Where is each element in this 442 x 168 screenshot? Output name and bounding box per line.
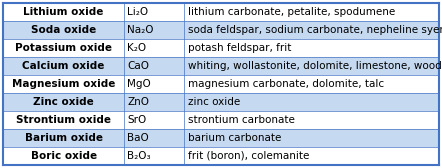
Text: ZnO: ZnO bbox=[127, 97, 149, 107]
Bar bbox=[3, 147, 124, 165]
Text: frit (boron), colemanite: frit (boron), colemanite bbox=[188, 151, 309, 161]
Text: Barium oxide: Barium oxide bbox=[25, 133, 103, 143]
Bar bbox=[184, 147, 439, 165]
Text: MgO: MgO bbox=[127, 79, 151, 89]
Text: Li₂O: Li₂O bbox=[127, 7, 149, 17]
Bar bbox=[124, 21, 184, 39]
Bar bbox=[124, 111, 184, 129]
Bar bbox=[124, 129, 184, 147]
Text: zinc oxide: zinc oxide bbox=[188, 97, 240, 107]
Bar bbox=[3, 3, 124, 21]
Text: Lithium oxide: Lithium oxide bbox=[23, 7, 104, 17]
Bar bbox=[124, 93, 184, 111]
Bar bbox=[184, 129, 439, 147]
Bar bbox=[124, 3, 184, 21]
Text: B₂O₃: B₂O₃ bbox=[127, 151, 151, 161]
Bar bbox=[3, 57, 124, 75]
Text: Potassium oxide: Potassium oxide bbox=[15, 43, 112, 53]
Text: Boric oxide: Boric oxide bbox=[30, 151, 97, 161]
Bar bbox=[3, 21, 124, 39]
Text: SrO: SrO bbox=[127, 115, 146, 125]
Bar bbox=[184, 111, 439, 129]
Text: soda feldspar, sodium carbonate, nepheline syenite: soda feldspar, sodium carbonate, nepheli… bbox=[188, 25, 442, 35]
Bar bbox=[124, 39, 184, 57]
Bar bbox=[184, 21, 439, 39]
Bar bbox=[3, 75, 124, 93]
Bar bbox=[184, 75, 439, 93]
Bar bbox=[124, 57, 184, 75]
Bar bbox=[3, 39, 124, 57]
Text: CaO: CaO bbox=[127, 61, 149, 71]
Text: Soda oxide: Soda oxide bbox=[31, 25, 96, 35]
Bar bbox=[3, 129, 124, 147]
Text: barium carbonate: barium carbonate bbox=[188, 133, 281, 143]
Text: Zinc oxide: Zinc oxide bbox=[33, 97, 94, 107]
Text: Strontium oxide: Strontium oxide bbox=[16, 115, 111, 125]
Text: BaO: BaO bbox=[127, 133, 149, 143]
Bar bbox=[124, 75, 184, 93]
Text: Calcium oxide: Calcium oxide bbox=[23, 61, 105, 71]
Text: Na₂O: Na₂O bbox=[127, 25, 154, 35]
Bar bbox=[3, 111, 124, 129]
Text: potash feldspar, frit: potash feldspar, frit bbox=[188, 43, 291, 53]
Text: strontium carbonate: strontium carbonate bbox=[188, 115, 295, 125]
Bar bbox=[184, 39, 439, 57]
Bar bbox=[184, 57, 439, 75]
Bar bbox=[124, 147, 184, 165]
Text: magnesium carbonate, dolomite, talc: magnesium carbonate, dolomite, talc bbox=[188, 79, 384, 89]
Bar bbox=[184, 3, 439, 21]
Text: whiting, wollastonite, dolomite, limestone, wood ash: whiting, wollastonite, dolomite, limesto… bbox=[188, 61, 442, 71]
Text: Magnesium oxide: Magnesium oxide bbox=[12, 79, 115, 89]
Text: K₂O: K₂O bbox=[127, 43, 146, 53]
Text: lithium carbonate, petalite, spodumene: lithium carbonate, petalite, spodumene bbox=[188, 7, 395, 17]
Bar bbox=[184, 93, 439, 111]
Bar bbox=[3, 93, 124, 111]
